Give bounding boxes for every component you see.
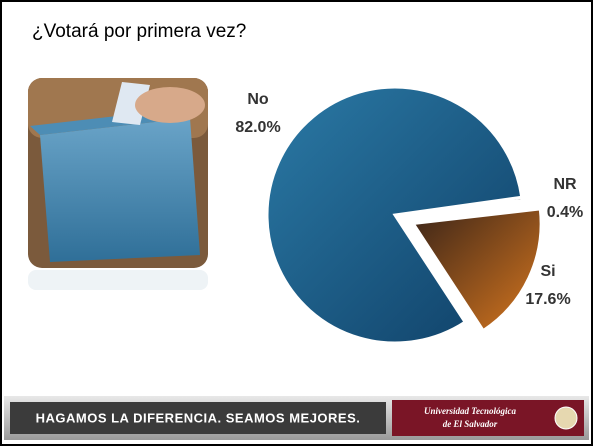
logo-line: Universidad Tecnológica: [424, 406, 516, 416]
slice-value: 17.6%: [525, 291, 570, 308]
photo: [28, 78, 208, 290]
pie: NR 0.4% Si 17.6% No 82.0%: [235, 85, 583, 345]
slice-label: NR: [553, 176, 577, 193]
pie-slice: [265, 85, 524, 345]
slice-label: Si: [540, 263, 555, 280]
chart-title: ¿Votará por primera vez?: [32, 21, 246, 42]
slice-value: 0.4%: [547, 204, 583, 221]
pie-slice: [410, 207, 543, 333]
slice-value: 82.0%: [235, 119, 280, 136]
slice-label: No: [247, 91, 269, 108]
slogan: HAGAMOS LA DIFERENCIA. SEAMOS MEJORES.: [36, 410, 361, 425]
logo-line: de El Salvador: [443, 419, 498, 429]
footer: HAGAMOS LA DIFERENCIA. SEAMOS MEJORES. U…: [4, 396, 589, 440]
